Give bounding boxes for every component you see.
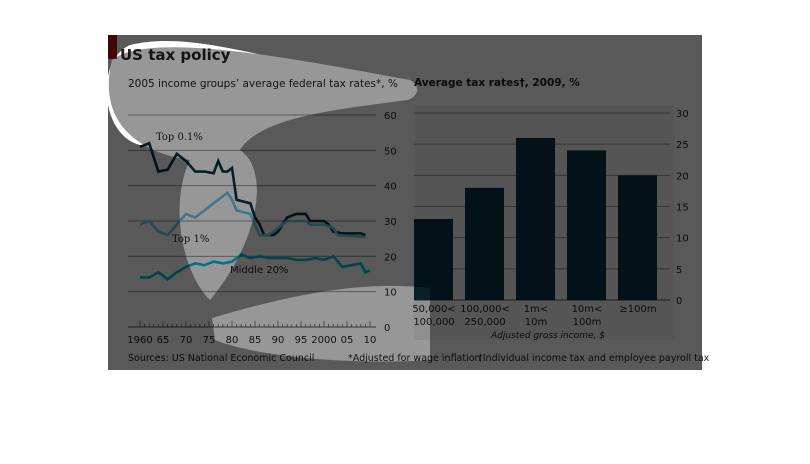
bar bbox=[618, 175, 657, 300]
bar-category-label: 100,000< bbox=[460, 304, 510, 315]
label-top-0-1: Top 0.1% bbox=[156, 132, 203, 143]
bar bbox=[516, 137, 555, 300]
x-tick-label: 80 bbox=[226, 335, 239, 346]
bar-x-axis-label: Adjusted gross income, $ bbox=[490, 331, 605, 341]
x-tick-label: 95 bbox=[295, 335, 308, 346]
bar-category-label: ≥100m bbox=[619, 304, 656, 315]
bar-category-label: 100m bbox=[573, 317, 602, 328]
y-tick-label: 60 bbox=[384, 111, 397, 122]
y-tick-label: 25 bbox=[676, 140, 689, 151]
x-tick-label: 85 bbox=[249, 335, 262, 346]
bar-category-label: 10m< bbox=[572, 304, 603, 315]
bar-category-label: 10m bbox=[525, 317, 547, 328]
bar-category-label: 50,000< bbox=[412, 304, 455, 315]
x-tick-label: 1960 bbox=[127, 335, 152, 346]
x-tick-label: 90 bbox=[272, 335, 285, 346]
y-tick-label: 0 bbox=[676, 296, 682, 307]
y-tick-label: 10 bbox=[384, 288, 397, 299]
label-top-1: Top 1% bbox=[172, 234, 209, 245]
bar bbox=[414, 218, 453, 300]
x-tick-label: 05 bbox=[341, 335, 354, 346]
y-tick-label: 15 bbox=[676, 203, 689, 214]
y-tick-label: 10 bbox=[676, 234, 689, 245]
bar-category-label: 1m< bbox=[524, 304, 548, 315]
y-tick-label: 40 bbox=[384, 182, 397, 193]
y-tick-label: 50 bbox=[384, 146, 397, 157]
label-middle-20: Middle 20% bbox=[230, 265, 288, 276]
bar-category-label: 250,000 bbox=[464, 317, 505, 328]
y-tick-label: 0 bbox=[384, 323, 390, 334]
chart-figure: US tax policy 2005 income groups’ averag… bbox=[108, 35, 709, 370]
bar-category-label: 100,000 bbox=[413, 317, 454, 328]
y-tick-label: 30 bbox=[676, 109, 689, 120]
x-tick-label: 10 bbox=[364, 335, 377, 346]
x-tick-label: 70 bbox=[180, 335, 193, 346]
y-tick-label: 30 bbox=[384, 217, 397, 228]
x-tick-label: 2000 bbox=[311, 335, 336, 346]
y-tick-label: 20 bbox=[384, 252, 397, 263]
x-tick-label: 65 bbox=[157, 335, 170, 346]
bar bbox=[465, 187, 504, 300]
y-tick-label: 5 bbox=[676, 265, 682, 276]
bar bbox=[567, 150, 606, 300]
x-tick-label: 75 bbox=[203, 335, 216, 346]
y-tick-label: 20 bbox=[676, 171, 689, 182]
